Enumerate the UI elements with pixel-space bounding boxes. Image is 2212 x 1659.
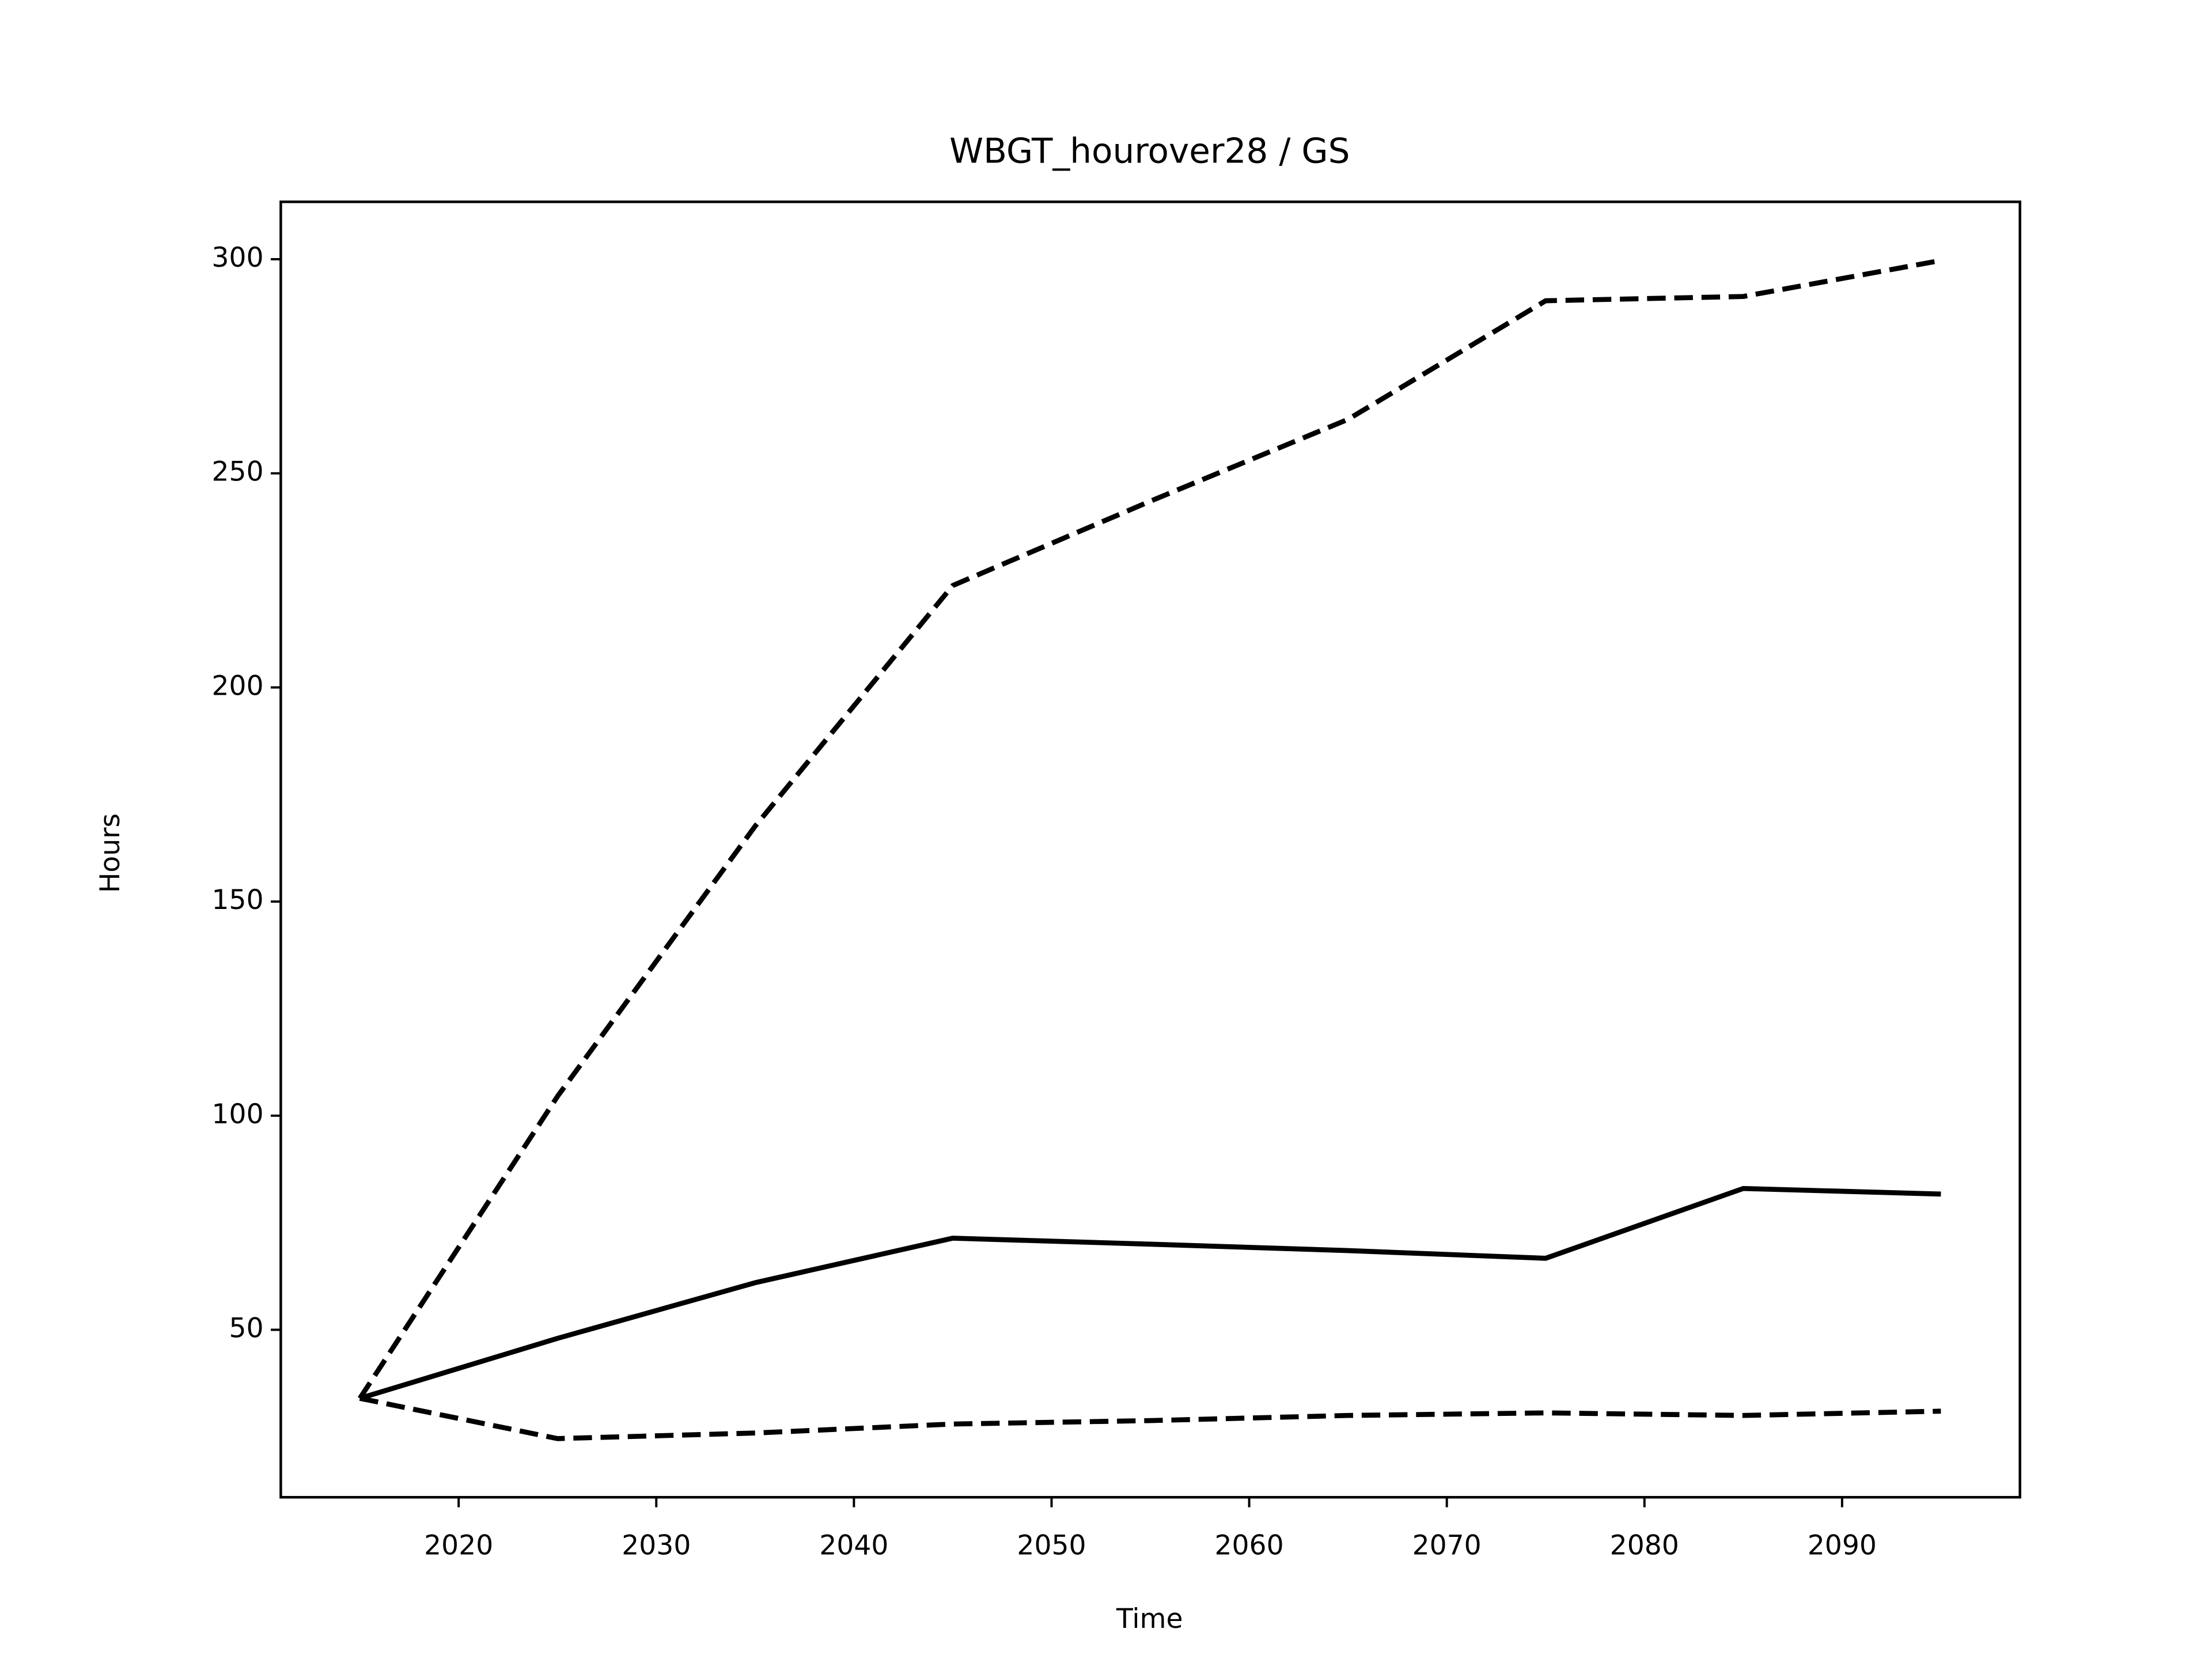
- x-tick-label: 2040: [819, 1530, 888, 1562]
- x-tick-label: 2060: [1215, 1530, 1284, 1562]
- x-axis-label: Time: [1116, 1603, 1183, 1635]
- x-tick-label: 2020: [424, 1530, 493, 1562]
- line-series: [359, 1396, 1941, 1441]
- y-axis-label: Hours: [94, 813, 126, 893]
- y-tick-label: 250: [212, 456, 264, 488]
- x-tick-label: 2050: [1017, 1530, 1086, 1562]
- line-series: [359, 1185, 1941, 1401]
- x-tick-label: 2030: [622, 1530, 691, 1562]
- y-tick-label: 100: [212, 1099, 264, 1130]
- plot-frame: [279, 200, 2021, 1499]
- x-tick-label: 2090: [1808, 1530, 1877, 1562]
- chart-title: WBGT_hourover28 / GS: [949, 131, 1350, 171]
- y-tick-label: 200: [212, 670, 264, 702]
- y-tick-label: 150: [212, 884, 264, 916]
- y-tick-label: 300: [212, 242, 264, 274]
- x-tick-label: 2080: [1610, 1530, 1679, 1562]
- y-tick-label: 50: [229, 1313, 264, 1344]
- line-series: [358, 257, 1942, 1400]
- x-tick-label: 2070: [1412, 1530, 1482, 1562]
